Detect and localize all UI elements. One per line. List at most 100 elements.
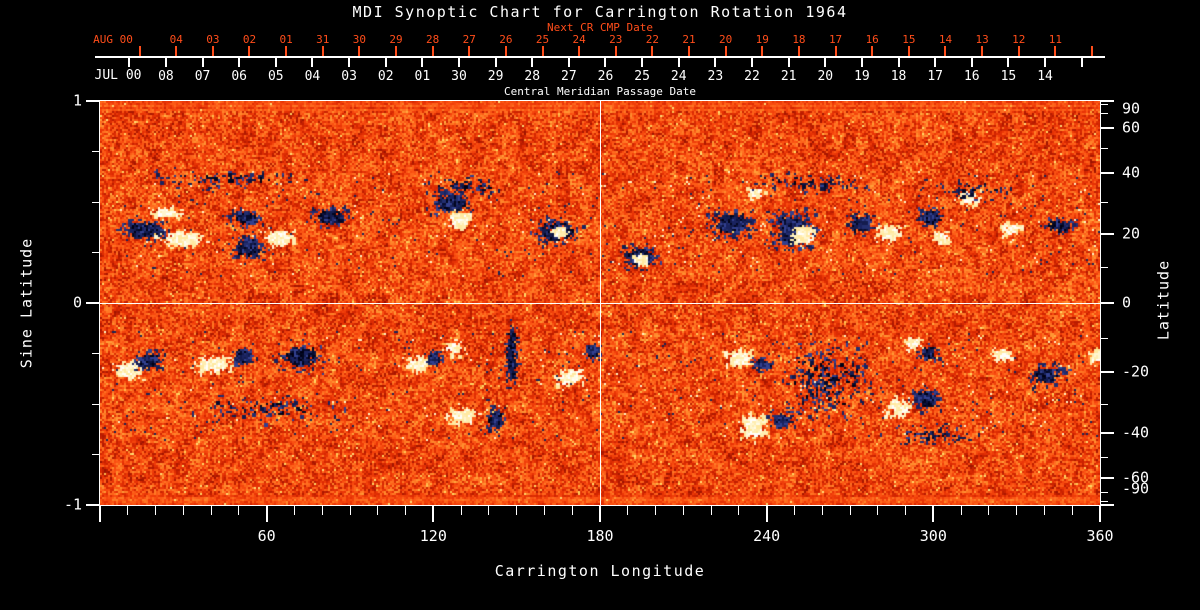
right-axis-minor-tick — [1100, 103, 1108, 105]
cmp-tick-current — [238, 58, 241, 67]
right-axis-tick-label: -40 — [1122, 423, 1150, 442]
cmp-tick-current — [201, 58, 204, 67]
cmp-date-label-next: 14 — [938, 33, 953, 46]
x-axis-minor-tick — [321, 506, 323, 515]
chart-title: MDI Synoptic Chart for Carrington Rotati… — [352, 3, 848, 21]
right-axis-tick-label: 0 — [1122, 293, 1132, 312]
cmp-date-label-current: 06 — [231, 69, 248, 84]
meridian-line — [599, 101, 601, 505]
cmp-tick-next — [724, 46, 727, 56]
right-axis-minor-tick — [1100, 403, 1108, 405]
cmp-date-label-next: 23 — [609, 33, 623, 46]
cmp-date-label-current: 18 — [890, 69, 907, 84]
y-axis-left-title: Sine Latitude — [17, 237, 36, 369]
cmp-date-label-next: 31 — [316, 33, 330, 46]
current-cr-month-label: JUL 00 — [94, 68, 142, 83]
cmp-date-label-current: 08 — [158, 69, 174, 84]
cmp-axis-line — [95, 56, 1105, 58]
cmp-date-label-current: 15 — [1000, 69, 1017, 84]
cmp-tick-next — [138, 46, 141, 56]
x-axis-tick — [99, 506, 101, 522]
x-axis-minor-tick — [655, 506, 657, 515]
cmp-date-label-current: 22 — [744, 69, 760, 84]
cmp-date-label-next: 17 — [828, 33, 843, 46]
cmp-date-label-next: 24 — [572, 33, 586, 46]
cmp-date-label-current: 28 — [524, 69, 541, 84]
x-axis-minor-tick — [349, 506, 351, 515]
cmp-date-label-next: 01 — [279, 33, 293, 46]
cmp-tick-next — [285, 46, 288, 56]
cmp-tick-next — [321, 46, 324, 56]
cmp-tick-current — [164, 58, 167, 67]
right-axis-tick-label: 20 — [1122, 224, 1141, 243]
cmp-date-label-next: 27 — [462, 33, 476, 46]
cmp-date-label-current: 05 — [267, 69, 284, 84]
next-cr-cmp-title: Next CR CMP Date — [547, 21, 653, 34]
x-axis-tick-label: 240 — [753, 527, 781, 545]
cmp-tick-current — [1080, 58, 1083, 67]
cmp-date-label-next: 25 — [535, 33, 550, 46]
x-axis-minor-tick — [1043, 506, 1045, 515]
right-axis-tick — [1100, 302, 1114, 304]
right-axis-tick — [1100, 100, 1114, 102]
cmp-date-label-next: 20 — [719, 33, 733, 46]
left-axis-minor-tick — [92, 151, 100, 152]
cmp-tick-current — [1007, 58, 1010, 67]
cmp-date-label-current: 04 — [304, 69, 321, 84]
cmp-tick-next — [834, 46, 837, 56]
right-axis-tick — [1100, 172, 1114, 175]
left-axis-minor-tick — [92, 403, 100, 405]
left-axis-minor-tick — [92, 454, 100, 455]
cmp-tick-next — [541, 46, 544, 56]
right-axis-tick — [1100, 476, 1114, 479]
cmp-tick-current — [970, 58, 973, 67]
cmp-tick-next — [1090, 46, 1093, 56]
right-axis-tick-label: -20 — [1122, 362, 1150, 381]
x-axis-minor-tick — [377, 506, 379, 515]
cmp-tick-next — [358, 46, 361, 56]
cmp-date-label-next: 29 — [389, 33, 403, 46]
cmp-date-label-current: 21 — [780, 69, 797, 84]
cmp-tick-current — [494, 58, 497, 67]
x-axis-minor-tick — [960, 506, 962, 515]
cmp-tick-current — [1044, 58, 1047, 67]
y-axis-right-title: Latitude — [1154, 259, 1173, 341]
cmp-tick-current — [421, 58, 424, 67]
x-axis-minor-tick — [210, 506, 212, 515]
x-axis-tick — [1099, 506, 1101, 522]
right-axis-minor-tick — [1100, 457, 1108, 459]
cmp-tick-next — [175, 46, 178, 56]
x-axis-title: Carrington Longitude — [494, 562, 706, 580]
right-axis-tick — [1100, 431, 1114, 434]
cmp-date-label-current: 19 — [854, 69, 870, 84]
cmp-date-label-current: 23 — [707, 69, 724, 84]
cmp-date-label-current: 14 — [1037, 69, 1053, 84]
cmp-axis-title: Central Meridian Passage Date — [503, 85, 697, 98]
x-axis-minor-tick — [682, 506, 684, 515]
cmp-tick-current — [311, 58, 314, 67]
left-axis-minor-tick — [92, 252, 100, 253]
cmp-tick-current — [531, 58, 534, 67]
cmp-date-label-next: 13 — [975, 33, 989, 46]
cmp-tick-next — [944, 46, 947, 56]
cmp-tick-current — [128, 58, 131, 67]
x-axis-minor-tick — [238, 506, 240, 515]
cmp-date-label-current: 25 — [634, 69, 650, 84]
x-axis-minor-tick — [710, 506, 712, 515]
cmp-tick-current — [714, 58, 717, 67]
x-axis-minor-tick — [877, 506, 879, 515]
x-axis-tick-label: 180 — [586, 527, 614, 545]
left-axis-tick-label: -1 — [63, 495, 82, 514]
x-axis-minor-tick — [793, 506, 795, 515]
right-axis-minor-tick — [1100, 147, 1108, 149]
cmp-tick-current — [677, 58, 680, 67]
cmp-date-label-next: 21 — [682, 33, 696, 46]
cmp-date-label-current: 16 — [963, 69, 980, 84]
x-axis-minor-tick — [627, 506, 629, 515]
cmp-tick-next — [761, 46, 764, 56]
cmp-date-label-next: 30 — [352, 33, 366, 46]
x-axis-tick-label: 60 — [257, 527, 276, 545]
cmp-tick-next — [797, 46, 800, 56]
left-axis-tick — [86, 302, 100, 304]
